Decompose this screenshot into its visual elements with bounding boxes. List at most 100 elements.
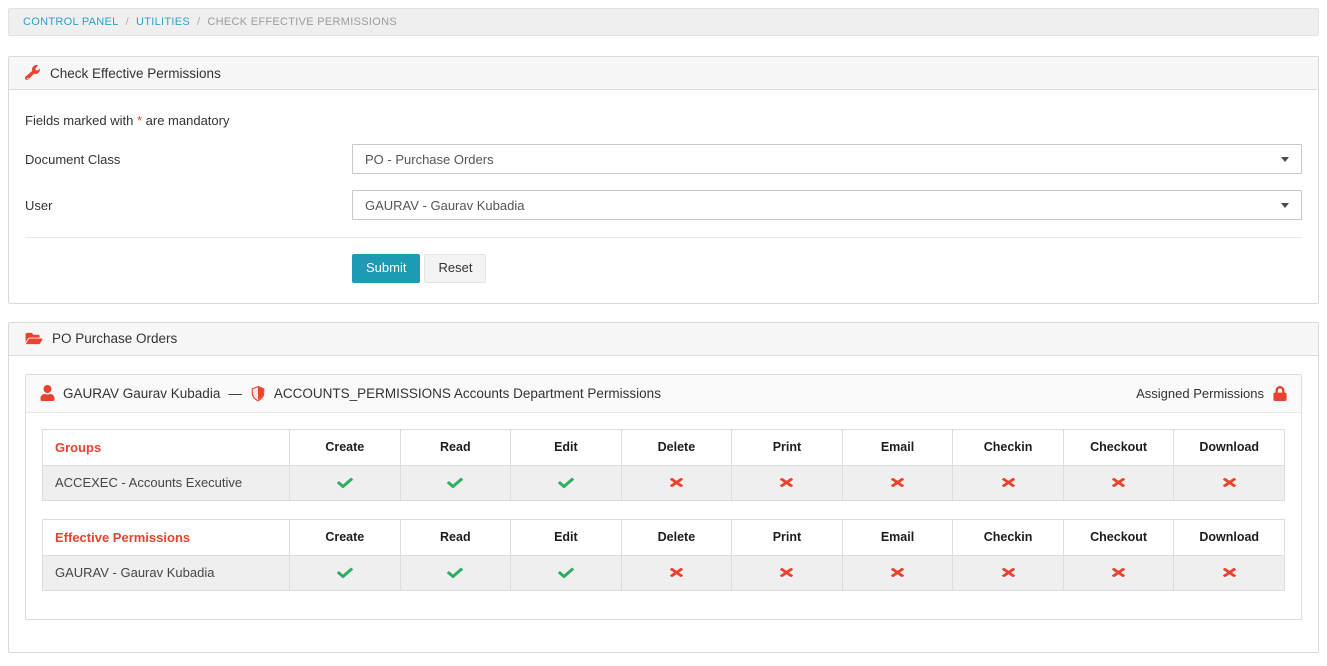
- card-header-right: Assigned Permissions: [1136, 385, 1287, 401]
- x-icon: [1222, 568, 1236, 578]
- permission-denied-cell: [952, 554, 1064, 591]
- shield-icon: [251, 385, 265, 402]
- permission-column-header: Edit: [510, 518, 622, 556]
- form-panel-title: Check Effective Permissions: [50, 65, 221, 81]
- permission-column-header: Checkin: [952, 428, 1064, 466]
- permission-column-header: Edit: [510, 428, 622, 466]
- permission-granted-cell: [289, 464, 401, 501]
- x-icon: [1001, 568, 1015, 578]
- permission-column-header: Print: [731, 428, 843, 466]
- permission-granted-cell: [510, 464, 622, 501]
- card-body: Groups Create Read Edit Delete Print Email Chec…: [26, 413, 1301, 619]
- wrench-icon: [25, 65, 41, 80]
- x-icon: [669, 568, 683, 578]
- effective-permissions-table: Effective Permissions Create Read Edit Delet…: [42, 518, 1285, 591]
- user-icon: [40, 385, 55, 402]
- card-header-left: GAURAV Gaurav Kubadia — ACCOUNTS_PERMISS…: [40, 385, 661, 402]
- results-panel-body: GAURAV Gaurav Kubadia — ACCOUNTS_PERMISS…: [9, 356, 1318, 652]
- mandatory-note: Fields marked with * are mandatory: [25, 113, 1302, 128]
- permission-denied-cell: [731, 554, 843, 591]
- check-effective-permissions-panel: Check Effective Permissions Fields marke…: [8, 56, 1319, 304]
- user-select[interactable]: GAURAV - Gaurav Kubadia: [352, 190, 1302, 220]
- permission-denied-cell: [731, 464, 843, 501]
- permission-column-header: Create: [289, 428, 401, 466]
- x-icon: [669, 478, 683, 488]
- po-purchase-orders-panel: PO Purchase Orders GAURAV Gaurav Kubadia…: [8, 321, 1319, 653]
- permission-column-header: Download: [1173, 518, 1285, 556]
- table-gap: [42, 501, 1285, 519]
- permission-column-header: Checkout: [1062, 428, 1175, 466]
- form-panel-body: Fields marked with * are mandatory Docum…: [9, 90, 1318, 303]
- card-group-label: ACCOUNTS_PERMISSIONS Accounts Department…: [273, 385, 661, 401]
- check-icon: [557, 567, 574, 578]
- check-icon: [336, 477, 353, 488]
- permission-denied-cell: [952, 464, 1064, 501]
- document-class-row: Document Class PO - Purchase Orders: [25, 144, 1302, 174]
- permission-column-header: Email: [841, 518, 954, 556]
- page: CONTROL PANEL / UTILITIES / CHECK EFFECT…: [8, 8, 1319, 653]
- breadcrumb-current-page: CHECK EFFECTIVE PERMISSIONS: [207, 16, 397, 28]
- table-row: ACCEXEC - Accounts Executive: [42, 464, 1285, 501]
- chevron-down-icon: [1281, 156, 1289, 162]
- permission-column-header: Checkout: [1062, 518, 1175, 556]
- document-class-select[interactable]: PO - Purchase Orders: [352, 144, 1302, 174]
- button-row: Submit Reset: [25, 254, 1302, 283]
- table-first-header: Groups: [42, 428, 290, 466]
- row-name: GAURAV - Gaurav Kubadia: [42, 554, 290, 591]
- permission-granted-cell: [289, 554, 401, 591]
- x-icon: [780, 568, 794, 578]
- form-panel-header: Check Effective Permissions: [9, 57, 1318, 90]
- permission-column-header: Checkin: [952, 518, 1064, 556]
- permission-granted-cell: [510, 554, 622, 591]
- assigned-permissions-label: Assigned Permissions: [1136, 385, 1264, 401]
- permission-granted-cell: [399, 464, 512, 501]
- permission-column-header: Read: [399, 518, 512, 556]
- permission-denied-cell: [620, 464, 733, 501]
- permission-column-header: Download: [1173, 428, 1285, 466]
- check-icon: [336, 567, 353, 578]
- lock-icon: [1273, 385, 1287, 401]
- form-divider: [25, 237, 1302, 238]
- x-icon: [891, 478, 904, 488]
- user-value: GAURAV - Gaurav Kubadia: [365, 197, 525, 213]
- breadcrumb-separator: /: [197, 16, 201, 28]
- permission-column-header: Print: [731, 518, 843, 556]
- permission-denied-cell: [1062, 464, 1175, 501]
- x-icon: [780, 478, 794, 488]
- check-icon: [447, 567, 464, 578]
- permission-denied-cell: [1173, 554, 1285, 591]
- check-icon: [447, 477, 464, 488]
- check-icon: [557, 477, 574, 488]
- user-row: User GAURAV - Gaurav Kubadia: [25, 190, 1302, 220]
- submit-button[interactable]: Submit: [352, 254, 421, 283]
- permission-denied-cell: [1062, 554, 1175, 591]
- groups-permissions-table: Groups Create Read Edit Delete Print Email Chec…: [42, 428, 1285, 501]
- breadcrumb-separator: /: [125, 16, 129, 28]
- user-label: User: [25, 197, 53, 213]
- document-class-value: PO - Purchase Orders: [365, 151, 494, 167]
- row-name: ACCEXEC - Accounts Executive: [42, 464, 290, 501]
- permission-column-header: Delete: [620, 428, 733, 466]
- results-panel-title: PO Purchase Orders: [52, 331, 178, 347]
- mandatory-note-suffix: are mandatory: [142, 113, 230, 128]
- x-icon: [1112, 478, 1126, 488]
- x-icon: [891, 568, 904, 578]
- results-panel-header: PO Purchase Orders: [9, 322, 1318, 356]
- permission-granted-cell: [399, 554, 512, 591]
- breadcrumb-control-panel[interactable]: CONTROL PANEL: [23, 16, 119, 28]
- card-user-label: GAURAV Gaurav Kubadia: [63, 385, 221, 401]
- permission-column-header: Create: [289, 518, 401, 556]
- breadcrumb-utilities[interactable]: UTILITIES: [135, 16, 190, 28]
- reset-button[interactable]: Reset: [424, 254, 487, 283]
- table-header-row: Effective Permissions Create Read Edit Delet…: [42, 518, 1285, 556]
- permission-denied-cell: [841, 464, 954, 501]
- x-icon: [1222, 478, 1236, 488]
- mandatory-asterisk: *: [136, 113, 143, 128]
- x-icon: [1112, 568, 1126, 578]
- permission-denied-cell: [841, 554, 954, 591]
- chevron-down-icon: [1281, 202, 1289, 208]
- dash-separator: —: [228, 385, 242, 401]
- table-row: GAURAV - Gaurav Kubadia: [42, 554, 1285, 591]
- user-permissions-card: GAURAV Gaurav Kubadia — ACCOUNTS_PERMISS…: [25, 373, 1302, 620]
- card-header: GAURAV Gaurav Kubadia — ACCOUNTS_PERMISS…: [26, 374, 1301, 413]
